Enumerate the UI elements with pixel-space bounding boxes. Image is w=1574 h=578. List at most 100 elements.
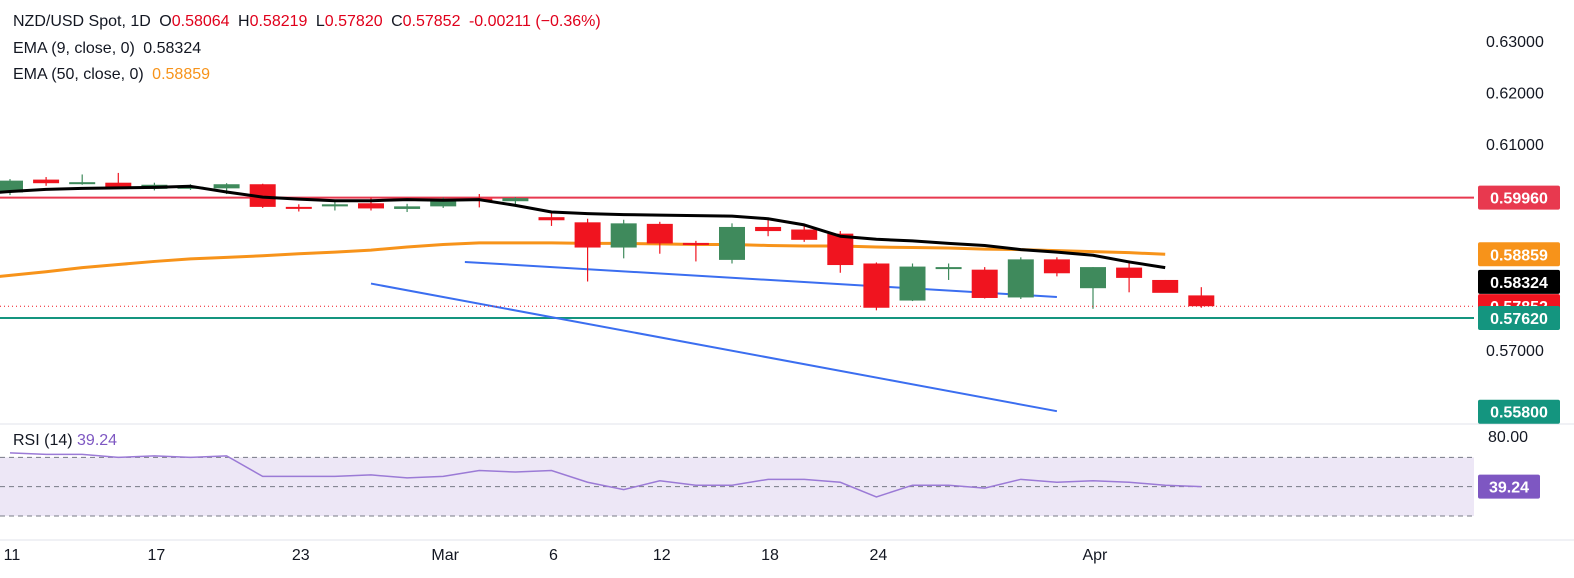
- candle: [610, 219, 637, 259]
- candle-body: [574, 222, 601, 248]
- candle: [1188, 287, 1215, 308]
- low-label: L: [315, 13, 325, 30]
- candle: [1007, 257, 1034, 300]
- time-tick-label: 6: [549, 547, 558, 564]
- price-tick-label: 0.63000: [1486, 34, 1544, 51]
- time-tick-label: 18: [761, 547, 779, 564]
- ema9-label: EMA (9, close, 0): [13, 40, 135, 57]
- candle-body: [69, 182, 96, 185]
- high-label: H: [238, 13, 250, 30]
- time-axis[interactable]: 11 17 23 Mar 6 12 18 24 Apr: [4, 547, 1108, 564]
- candle-body: [935, 267, 962, 270]
- low-value: 0.57820: [324, 13, 383, 30]
- candle: [69, 174, 96, 185]
- candle: [105, 172, 132, 189]
- close-label: C: [391, 13, 403, 30]
- rsi-value-label: 39.24: [1478, 474, 1540, 499]
- candle-body: [358, 203, 384, 209]
- price-tick-label: 0.61000: [1486, 137, 1544, 154]
- candle: [574, 218, 601, 282]
- ema9-value: 0.58324: [143, 40, 202, 57]
- candle: [285, 204, 312, 212]
- price-tick-label: 0.62000: [1486, 86, 1544, 103]
- ema50-legend: EMA (50, close, 0) 0.58859: [13, 66, 214, 84]
- candle: [682, 240, 709, 262]
- candle-body: [249, 184, 276, 207]
- time-tick-label: Mar: [431, 547, 459, 564]
- candle: [935, 263, 962, 280]
- candle-body: [682, 242, 709, 245]
- price-label-text: 0.59960: [1490, 191, 1548, 208]
- candle: [394, 203, 421, 213]
- low-readout: L0.57820: [316, 13, 383, 30]
- symbol-label: NZD/USD Spot, 1D: [13, 13, 151, 30]
- price-axis[interactable]: 0.63000 0.62000 0.61000 0.57000 0.59960 0.588…: [1478, 34, 1560, 499]
- ema50-label: EMA (50, close, 0): [13, 66, 144, 83]
- close-value: 0.57852: [402, 13, 461, 30]
- candle: [899, 263, 926, 302]
- candle-body: [321, 204, 348, 207]
- candle: [1043, 257, 1070, 277]
- price-label-box: [1478, 185, 1560, 210]
- candle-body: [0, 180, 23, 193]
- time-tick-label: 17: [147, 547, 165, 564]
- ema50-line: [0, 241, 1166, 278]
- high-value: 0.58219: [249, 13, 308, 30]
- rsi-path: [9, 452, 1202, 498]
- candle: [1116, 260, 1143, 293]
- candles: [0, 172, 1215, 311]
- time-tick-label: 23: [292, 547, 310, 564]
- candle: [791, 224, 818, 242]
- candle-body: [863, 263, 890, 308]
- price-tick-label: 0.57000: [1486, 343, 1544, 360]
- candle-body: [1043, 259, 1070, 274]
- grid-lines: [0, 423, 1574, 541]
- channel-lower-line: [370, 282, 1058, 413]
- candle-body: [827, 233, 854, 266]
- candle-body: [1080, 267, 1106, 289]
- price-label-text: 0.58859: [1490, 247, 1548, 264]
- candle-body: [394, 206, 421, 209]
- time-tick-label: 12: [653, 547, 671, 564]
- candle-body: [1152, 279, 1179, 293]
- candle: [646, 221, 673, 254]
- rsi-legend: RSI (14) 39.24: [13, 432, 117, 450]
- ema9-line: [0, 184, 1166, 270]
- candle-body: [719, 226, 745, 260]
- ema9-legend: EMA (9, close, 0) 0.58324: [13, 40, 205, 58]
- time-tick-label: 24: [869, 547, 887, 564]
- candle-body: [899, 266, 926, 301]
- rsi-value-text: 39.24: [1489, 480, 1529, 497]
- candle-body: [502, 198, 529, 202]
- candle-body: [1188, 295, 1215, 307]
- change-value: -0.00211 (−0.36%): [468, 13, 601, 30]
- price-label-box: [1478, 242, 1560, 267]
- time-tick-label: 11: [4, 547, 21, 564]
- price-label: 0.59960: [1478, 185, 1560, 210]
- open-label: O: [159, 13, 172, 30]
- candle-body: [105, 182, 132, 189]
- candle: [1080, 267, 1106, 309]
- close-readout: C0.57852: [391, 13, 460, 30]
- price-label-text: 0.55800: [1490, 405, 1548, 422]
- price-label-text: 0.57620: [1490, 311, 1548, 328]
- candle-body: [971, 269, 998, 298]
- candle-body: [430, 198, 457, 207]
- rsi-value: 39.24: [77, 432, 118, 449]
- candle-body: [755, 226, 782, 232]
- ema9-path: [0, 184, 1166, 270]
- channel-upper-line: [464, 260, 1057, 298]
- price-label: 0.58859: [1478, 242, 1560, 267]
- candle: [1152, 279, 1179, 293]
- candle-body: [1007, 259, 1034, 298]
- rsi-pane: [0, 452, 1474, 517]
- price-label: 0.58324: [1478, 269, 1560, 294]
- open-value: 0.58064: [171, 13, 230, 30]
- candle-body: [33, 179, 60, 184]
- candle-body: [285, 206, 312, 209]
- horizontal-levels: [0, 196, 1474, 320]
- candle: [755, 219, 782, 237]
- rsi-value-box: [1478, 474, 1540, 499]
- candle-body: [1116, 267, 1143, 278]
